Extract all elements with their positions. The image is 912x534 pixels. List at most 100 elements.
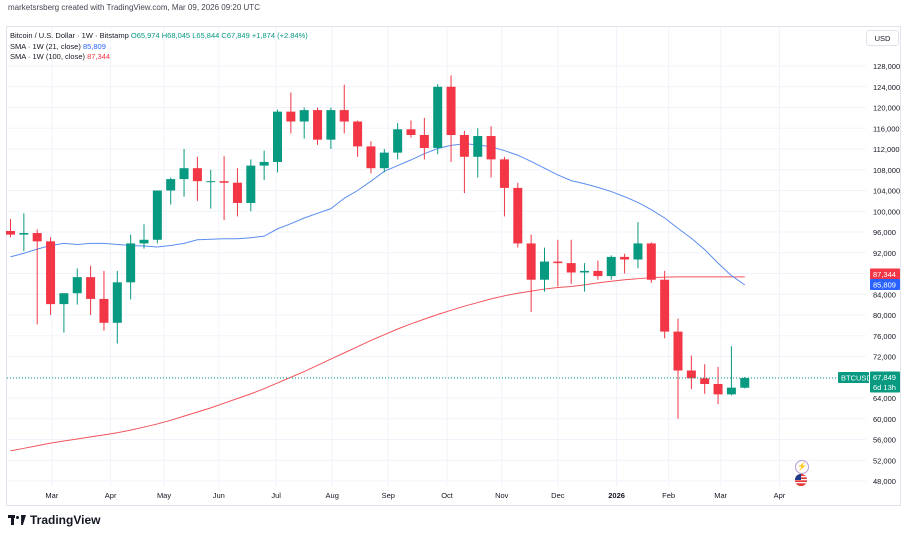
sma100-label: SMA · 1W (100, close) [10, 52, 86, 61]
candle[interactable] [59, 293, 69, 333]
candle[interactable] [446, 75, 456, 162]
candle-body [46, 241, 56, 305]
candle[interactable] [740, 377, 750, 389]
candle[interactable] [726, 346, 736, 396]
countdown-tag: 6d 13h [870, 381, 900, 393]
us-flag-icon[interactable] [795, 474, 807, 486]
candle[interactable] [259, 150, 269, 181]
candle[interactable] [366, 141, 376, 174]
candle[interactable] [206, 169, 216, 209]
candle[interactable] [499, 156, 509, 217]
sma21-price-tag: 85,809 [870, 279, 900, 290]
candle-body [353, 121, 363, 147]
last-price-tag-bg [870, 371, 900, 383]
y-tick-label: 124,000 [873, 83, 900, 92]
currency-button[interactable]: USD [866, 30, 899, 46]
sma100-line-group [10, 276, 745, 452]
candle[interactable] [433, 84, 443, 155]
x-tick-label: Oct [441, 491, 454, 500]
sma100-legend-row[interactable]: SMA · 1W (100, close) 87,344 [10, 52, 308, 63]
y-tick-label: 100,000 [873, 207, 900, 216]
y-tick-label: 64,000 [873, 394, 896, 403]
candle[interactable] [246, 159, 256, 212]
candle[interactable] [326, 107, 336, 150]
y-tick-label: 96,000 [873, 228, 896, 237]
candle-body [206, 181, 216, 183]
candle-body [86, 277, 96, 299]
ohlc-change: +1,874 (+2.84%) [251, 31, 308, 40]
candle[interactable] [713, 366, 723, 405]
candle[interactable] [526, 234, 536, 312]
candle[interactable] [313, 107, 323, 145]
candle[interactable] [473, 128, 483, 178]
candle-body [566, 263, 576, 273]
candle-body [660, 279, 670, 332]
candle[interactable] [686, 355, 696, 390]
candle[interactable] [286, 92, 296, 134]
candle[interactable] [299, 107, 309, 139]
candle[interactable] [633, 222, 643, 269]
candle[interactable] [86, 265, 96, 315]
candle[interactable] [219, 156, 229, 221]
candle[interactable] [606, 255, 616, 280]
candle[interactable] [19, 213, 29, 252]
candle[interactable] [72, 268, 82, 305]
y-tick-label: 52,000 [873, 456, 896, 465]
candle[interactable] [353, 120, 363, 157]
candle[interactable] [540, 247, 549, 292]
candle-body [126, 243, 136, 283]
symbol-row[interactable]: Bitcoin / U.S. Dollar · 1W · Bitstamp O6… [10, 31, 308, 42]
candle[interactable] [660, 270, 670, 339]
candle[interactable] [339, 84, 349, 134]
candle[interactable] [379, 149, 389, 173]
candle[interactable] [553, 239, 563, 287]
candle-body [459, 134, 469, 157]
ohlc-high: H68,045 [161, 31, 191, 40]
candle[interactable] [393, 123, 403, 160]
x-tick-label: Aug [326, 491, 339, 500]
candle[interactable] [273, 109, 282, 173]
candle[interactable] [620, 253, 630, 274]
candle-body [192, 168, 202, 182]
candle-body [713, 383, 723, 395]
candle[interactable] [459, 130, 469, 194]
candle-body [59, 293, 69, 305]
candle-body [259, 161, 269, 166]
us-flag-icon-graphic [795, 474, 807, 486]
candle[interactable] [6, 219, 15, 238]
candle[interactable] [112, 270, 122, 344]
candle[interactable] [673, 318, 683, 419]
candle[interactable] [580, 263, 590, 292]
lightning-icon[interactable]: ⚡ [795, 460, 809, 474]
candle[interactable] [152, 190, 162, 244]
chart-frame[interactable] [6, 26, 901, 506]
candle[interactable] [700, 364, 710, 394]
sma21-legend-row[interactable]: SMA · 1W (21, close) 85,809 [10, 42, 308, 53]
candle[interactable] [179, 149, 189, 197]
candle[interactable] [513, 182, 523, 248]
candle[interactable] [406, 120, 416, 138]
symbol-name: Bitcoin / U.S. Dollar · 1W · Bitstamp [10, 31, 129, 40]
candle-body [419, 134, 429, 148]
candle-body [379, 152, 389, 169]
candle[interactable] [32, 229, 42, 325]
candle-body [299, 110, 309, 122]
x-tick-label: Jul [271, 491, 281, 500]
candle[interactable] [486, 126, 496, 178]
candle[interactable] [566, 239, 576, 284]
countdown-tag-bg [870, 381, 900, 393]
candle[interactable] [419, 117, 429, 160]
candle-body [620, 256, 630, 260]
candle[interactable] [192, 156, 202, 201]
candle[interactable] [232, 168, 242, 217]
candle[interactable] [46, 237, 56, 315]
sma21-line [10, 143, 746, 286]
candle[interactable] [166, 177, 176, 205]
candle[interactable] [99, 270, 109, 331]
candle[interactable] [593, 260, 603, 280]
candle[interactable] [139, 224, 149, 249]
tradingview-logo[interactable]: TradingView [8, 513, 100, 527]
candle[interactable] [126, 234, 136, 300]
candle[interactable] [646, 242, 656, 283]
